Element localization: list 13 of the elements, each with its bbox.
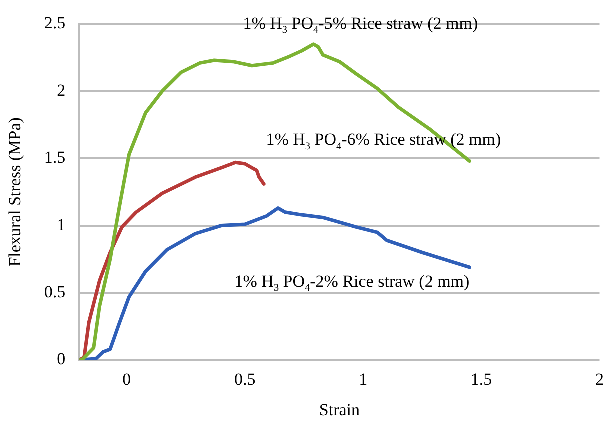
y-tick-label: 2 xyxy=(57,80,66,100)
x-tick-label: 0.5 xyxy=(234,370,256,389)
y-tick-label: 0.5 xyxy=(44,282,66,302)
x-tick-label: 1 xyxy=(359,370,368,389)
y-tick-label: 2.5 xyxy=(44,14,66,33)
y-tick-label: 1.5 xyxy=(44,148,66,168)
y-tick-label: 1 xyxy=(57,215,66,234)
x-axis-title: Strain xyxy=(319,400,361,420)
y-tick-label: 0 xyxy=(57,350,66,369)
x-tick-label: 0 xyxy=(122,370,132,389)
y-axis-title: Flexural Stress (MPa) xyxy=(6,118,25,267)
x-tick-label: 2 xyxy=(596,370,604,389)
x-tick-label: 1.5 xyxy=(470,370,492,389)
